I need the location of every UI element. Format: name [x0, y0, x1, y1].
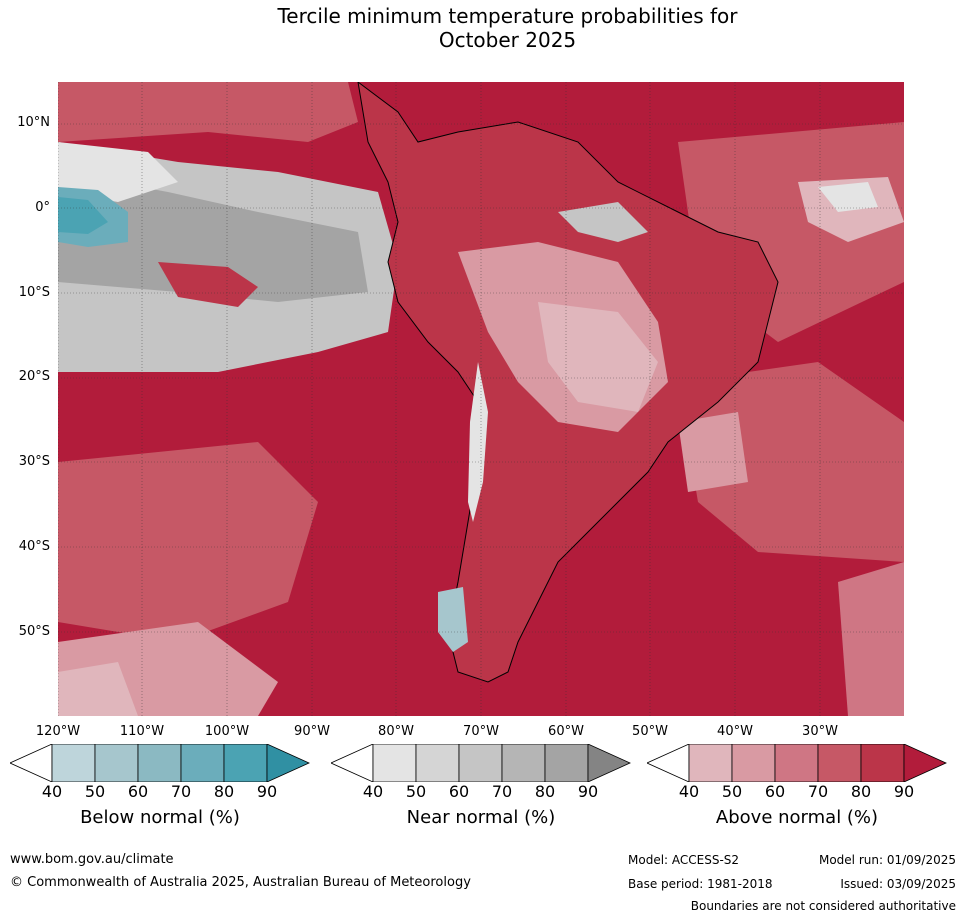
- zone-far-southwest: [58, 662, 138, 716]
- below-tick-4: 80: [213, 782, 235, 801]
- colorbar-below-segment-2: [94, 743, 139, 783]
- website-link[interactable]: www.bom.gov.au/climate: [10, 852, 174, 867]
- lat-label-10s: 10°S: [18, 285, 50, 300]
- near-tick-4: 80: [534, 782, 556, 801]
- zone-south-atlantic-light: [678, 412, 748, 492]
- zone-near-normal-light: [58, 142, 178, 202]
- colorbar-near-segment-5: [544, 743, 589, 783]
- zone-atlantic-near: [818, 182, 878, 212]
- model-run-text: Model run: 01/09/2025: [818, 853, 956, 867]
- zone-below-normal-core: [58, 197, 108, 234]
- near-tick-3: 70: [491, 782, 513, 801]
- zone-south-pacific: [58, 442, 318, 642]
- lon-label-100w: 100°W: [204, 724, 250, 739]
- map-title: Tercile minimum temperature probabilitie…: [0, 4, 965, 52]
- zone-near-normal-core: [58, 172, 368, 302]
- colorbar-above-segment-3: [774, 743, 819, 783]
- below-tick-5: 90: [256, 782, 278, 801]
- below-tick-1: 50: [84, 782, 106, 801]
- zone-brazil-light: [538, 302, 658, 412]
- probability-map: [58, 82, 904, 716]
- above-tick-1: 50: [721, 782, 743, 801]
- base-period-text: Base period: 1981-2018: [628, 877, 773, 891]
- near-tick-1: 50: [405, 782, 427, 801]
- lon-label-60w: 60°W: [548, 724, 584, 739]
- lon-label-90w: 90°W: [294, 724, 330, 739]
- colorbar-below-segment-6: [266, 743, 310, 783]
- colorbar-near-segment-2: [415, 743, 460, 783]
- below-tick-3: 70: [170, 782, 192, 801]
- lat-label-20s: 20°S: [18, 369, 50, 384]
- above-tick-2: 60: [764, 782, 786, 801]
- title-line-1: Tercile minimum temperature probabilitie…: [277, 4, 738, 28]
- colorbar-above-segment-6: [903, 743, 947, 783]
- colorbar-above-normal: [646, 743, 947, 786]
- colorbar-above-segment-1: [688, 743, 733, 783]
- copyright-text: © Commonwealth of Australia 2025, Austra…: [10, 875, 471, 890]
- colorbar-below-segment-0: [9, 743, 53, 783]
- title-line-2: October 2025: [438, 28, 577, 52]
- colorbar-above-label: Above normal (%): [715, 807, 879, 828]
- graticule: [58, 82, 904, 716]
- colorbar-near-segment-6: [587, 743, 631, 783]
- colorbar-above-segment-5: [860, 743, 905, 783]
- colorbar-below-segment-4: [180, 743, 225, 783]
- lon-label-70w: 70°W: [463, 724, 499, 739]
- model-text: Model: ACCESS-S2: [628, 853, 740, 867]
- zone-north-pacific: [58, 82, 358, 142]
- lon-label-120w: 120°W: [35, 724, 81, 739]
- lon-label-110w: 110°W: [119, 724, 165, 739]
- colorbar-above-segment-4: [817, 743, 862, 783]
- zone-southeast-atlantic: [838, 562, 904, 716]
- colorbar-near-segment-0: [330, 743, 374, 783]
- disclaimer-text: Boundaries are not considered authoritat…: [690, 899, 956, 913]
- colorbar-near-label: Near normal (%): [406, 807, 556, 828]
- lon-label-30w: 30°W: [802, 724, 838, 739]
- colorbar-near-normal: [330, 743, 631, 786]
- lat-label-0: 0°: [35, 200, 50, 215]
- colorbar-below-normal: [9, 743, 310, 786]
- near-tick-2: 60: [448, 782, 470, 801]
- colorbar-above-segment-2: [731, 743, 776, 783]
- above-tick-5: 90: [893, 782, 915, 801]
- zone-red-patch: [158, 262, 258, 307]
- lon-label-50w: 50°W: [632, 724, 668, 739]
- colorbar-below-label: Below normal (%): [80, 807, 240, 828]
- above-tick-3: 70: [807, 782, 829, 801]
- near-tick-0: 40: [362, 782, 384, 801]
- near-tick-5: 90: [577, 782, 599, 801]
- colorbar-below-segment-1: [51, 743, 96, 783]
- lon-label-40w: 40°W: [717, 724, 753, 739]
- colorbar-below-segment-3: [137, 743, 182, 783]
- map-svg: [58, 82, 904, 716]
- zone-guiana-near: [558, 202, 648, 242]
- below-tick-2: 60: [127, 782, 149, 801]
- lat-label-40s: 40°S: [18, 539, 50, 554]
- lat-label-30s: 30°S: [18, 454, 50, 469]
- colorbar-above-segment-0: [646, 743, 690, 783]
- above-tick-0: 40: [678, 782, 700, 801]
- below-tick-0: 40: [41, 782, 63, 801]
- zone-patagonia-below: [438, 587, 468, 652]
- colorbar-below-segment-5: [223, 743, 268, 783]
- colorbar-near-segment-3: [458, 743, 503, 783]
- lon-label-80w: 80°W: [378, 724, 414, 739]
- lat-label-10n: 10°N: [17, 115, 50, 130]
- lat-label-50s: 50°S: [18, 624, 50, 639]
- colorbar-near-segment-1: [372, 743, 417, 783]
- above-tick-4: 80: [850, 782, 872, 801]
- issued-text: Issued: 03/09/2025: [840, 877, 956, 891]
- zone-andes-near: [468, 362, 488, 522]
- colorbar-near-segment-4: [501, 743, 546, 783]
